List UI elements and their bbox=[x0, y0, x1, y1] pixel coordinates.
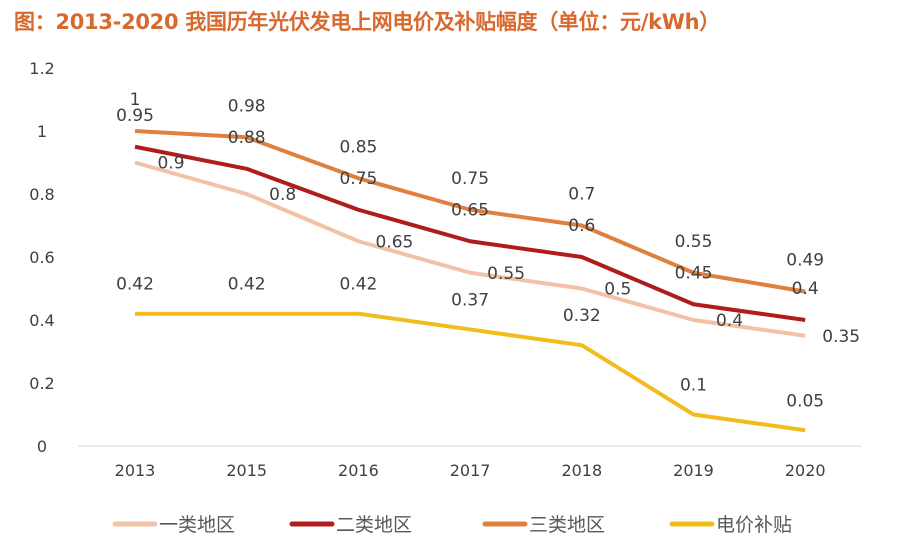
data-label: 0.42 bbox=[228, 275, 266, 295]
chart-title: 图：2013-2020 我国历年光伏发电上网电价及补贴幅度（单位：元/kWh） bbox=[14, 10, 720, 34]
x-tick-label: 2019 bbox=[673, 461, 714, 480]
x-tick-label: 2013 bbox=[115, 461, 156, 480]
data-label: 0.7 bbox=[568, 185, 595, 205]
data-label: 1 bbox=[130, 90, 141, 110]
data-label: 0.4 bbox=[792, 279, 819, 299]
x-tick-label: 2020 bbox=[785, 461, 826, 480]
data-label: 0.75 bbox=[451, 169, 489, 189]
data-label: 0.49 bbox=[786, 251, 824, 271]
legend-label: 电价补贴 bbox=[716, 514, 792, 536]
y-tick-label: 1 bbox=[37, 122, 47, 141]
data-label: 0.98 bbox=[228, 96, 266, 116]
data-label: 0.75 bbox=[339, 169, 377, 189]
y-tick-label: 0.4 bbox=[29, 311, 54, 330]
series-line-4 bbox=[135, 311, 806, 433]
data-label: 0.95 bbox=[116, 106, 154, 126]
data-label: 0.1 bbox=[680, 376, 707, 396]
x-tick-label: 2015 bbox=[226, 461, 267, 480]
data-label: 0.37 bbox=[451, 290, 489, 310]
data-label: 0.55 bbox=[675, 232, 713, 252]
y-tick-label: 0.8 bbox=[29, 185, 54, 204]
legend-label: 二类地区 bbox=[336, 514, 412, 536]
y-tick-label: 0.2 bbox=[29, 374, 54, 393]
data-label: 0.4 bbox=[716, 311, 743, 331]
legend-label: 一类地区 bbox=[159, 514, 235, 536]
y-tick-label: 0.6 bbox=[29, 248, 54, 267]
series-line-3 bbox=[134, 129, 806, 294]
series-line-2 bbox=[134, 144, 806, 322]
x-tick-label: 2017 bbox=[450, 461, 491, 480]
x-tick-label: 2016 bbox=[338, 461, 379, 480]
data-label: 0.42 bbox=[339, 275, 377, 295]
data-label: 0.32 bbox=[563, 306, 601, 326]
data-label: 0.88 bbox=[228, 128, 266, 148]
data-label: 0.85 bbox=[339, 137, 377, 157]
data-label: 0.42 bbox=[116, 275, 154, 295]
data-label: 0.9 bbox=[157, 154, 184, 174]
data-label: 0.6 bbox=[568, 216, 595, 236]
data-label: 0.45 bbox=[675, 263, 713, 283]
y-tick-label: 0 bbox=[37, 437, 47, 456]
series-line-1 bbox=[134, 160, 806, 338]
data-label: 0.65 bbox=[375, 232, 413, 252]
data-label: 0.55 bbox=[487, 264, 525, 284]
data-label: 0.65 bbox=[451, 200, 489, 220]
data-label: 0.5 bbox=[604, 280, 631, 300]
legend-label: 三类地区 bbox=[529, 514, 605, 536]
x-tick-label: 2018 bbox=[561, 461, 602, 480]
y-tick-label: 1.2 bbox=[29, 59, 54, 78]
data-label: 0.8 bbox=[269, 185, 296, 205]
data-label: 0.05 bbox=[786, 391, 824, 411]
data-label: 0.35 bbox=[822, 327, 860, 347]
